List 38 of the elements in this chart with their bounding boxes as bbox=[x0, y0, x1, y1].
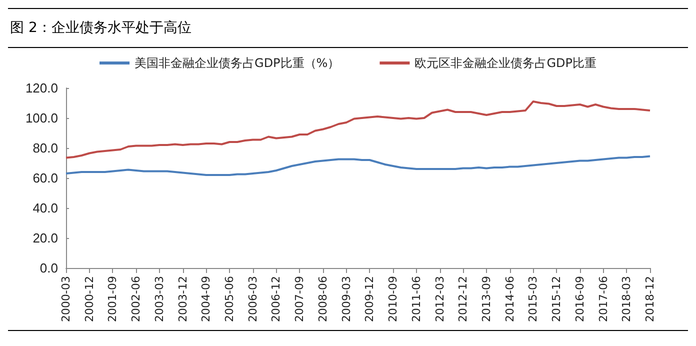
x-tick-label: 2018-12 bbox=[644, 276, 656, 322]
x-tick-label: 2017-06 bbox=[596, 276, 610, 322]
x-tick-label: 2018-03 bbox=[620, 276, 634, 322]
y-tick-label: 120.0 bbox=[25, 80, 58, 96]
y-tick-label: 40.0 bbox=[32, 200, 58, 216]
x-tick-label: 2013-09 bbox=[480, 276, 493, 322]
x-tick-label: 2016-09 bbox=[573, 276, 586, 322]
y-tick-label: 0.0 bbox=[40, 260, 58, 276]
y-tick-label: 20.0 bbox=[32, 230, 58, 246]
x-tick-label: 2015-03 bbox=[526, 276, 540, 322]
x-tick-label: 2000-12 bbox=[82, 276, 96, 322]
x-tick-label: 2003-12 bbox=[176, 276, 190, 322]
legend-label: 欧元区非金融企业债务占GDP比重 bbox=[414, 56, 596, 70]
x-tick-label: 2004-09 bbox=[200, 276, 213, 322]
x-tick-label: 2015-12 bbox=[550, 276, 564, 322]
line-series bbox=[65, 155, 651, 176]
x-tick-label: 2011-06 bbox=[410, 276, 423, 322]
x-tick-label: 2001-09 bbox=[106, 276, 120, 322]
x-tick-label: 2012-03 bbox=[433, 276, 446, 322]
x-tick-label: 2003-03 bbox=[152, 276, 166, 322]
line-series bbox=[65, 100, 651, 159]
x-tick-label: 2008-06 bbox=[316, 276, 330, 322]
x-tick-label: 2009-12 bbox=[363, 276, 376, 322]
y-tick-label: 80.0 bbox=[32, 140, 58, 156]
legend-label: 美国非金融企业债务占GDP比重（%） bbox=[134, 56, 340, 70]
x-tick-label: 2000-03 bbox=[60, 276, 72, 322]
x-tick-label: 2014-06 bbox=[503, 276, 516, 322]
x-tick-label: 2002-06 bbox=[130, 276, 143, 322]
x-tick-label: 2012-12 bbox=[456, 276, 470, 322]
chart-title: 图 2：企业债务水平处于高位 bbox=[8, 8, 688, 48]
x-tick-label: 2006-12 bbox=[270, 276, 283, 322]
x-tick-label: 2006-03 bbox=[246, 276, 260, 322]
x-tick-label: 2010-09 bbox=[386, 276, 400, 322]
x-tick-label: 2005-06 bbox=[223, 276, 236, 322]
x-tick-label: 2007-09 bbox=[293, 276, 306, 322]
y-tick-label: 60.0 bbox=[32, 170, 58, 186]
y-tick-label: 100.0 bbox=[25, 110, 58, 126]
x-tick-label: 2009-03 bbox=[340, 276, 353, 322]
